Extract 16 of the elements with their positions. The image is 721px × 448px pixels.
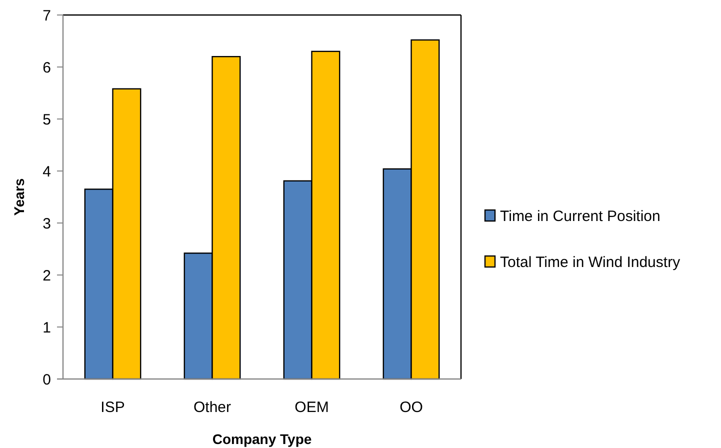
legend-label: Total Time in Wind Industry xyxy=(500,254,681,271)
y-tick-label: 0 xyxy=(42,371,51,388)
y-tick-label: 6 xyxy=(42,59,51,76)
y-tick-label: 5 xyxy=(42,111,51,128)
x-tick-label: ISP xyxy=(100,399,125,416)
y-tick-label: 3 xyxy=(42,215,51,232)
y-tick-label: 2 xyxy=(42,267,51,284)
legend-label: Time in Current Position xyxy=(500,208,660,225)
x-tick-label: Other xyxy=(193,399,232,416)
y-tick-label: 1 xyxy=(42,319,51,336)
x-tick-label: OO xyxy=(400,399,423,416)
x-axis-title: Company Type xyxy=(212,431,312,447)
x-tick-label: OEM xyxy=(294,399,329,416)
y-axis-title: Years xyxy=(11,178,27,216)
y-tick-label: 7 xyxy=(42,7,51,24)
y-tick-label: 4 xyxy=(42,163,51,180)
